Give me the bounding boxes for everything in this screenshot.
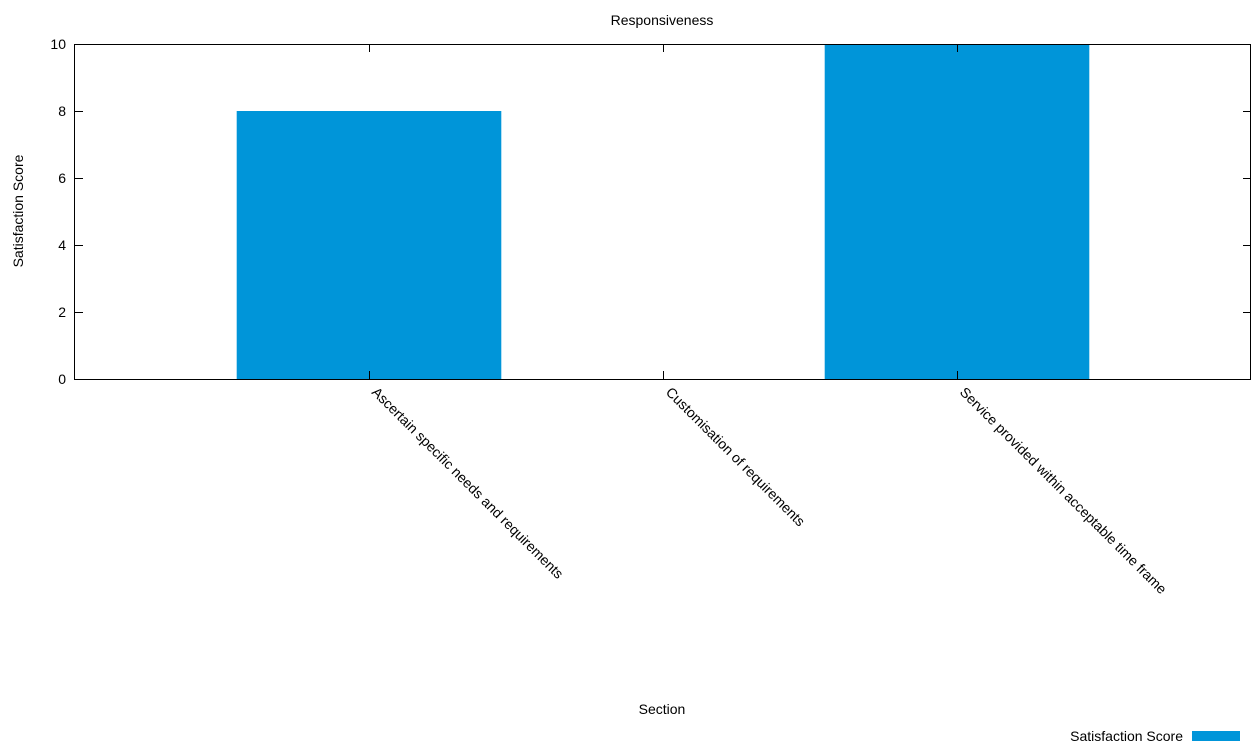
y-tick-label: 2 (58, 304, 66, 320)
x-axis-label: Section (639, 701, 686, 717)
y-tick-label: 6 (58, 170, 66, 186)
y-tick-label: 4 (58, 237, 66, 253)
legend-swatch (1192, 731, 1240, 741)
bar-3 (824, 44, 1090, 379)
legend-label: Satisfaction Score (1070, 728, 1183, 744)
chart-title: Responsiveness (611, 12, 714, 28)
bars (236, 44, 1090, 379)
y-tick-label: 0 (58, 371, 66, 387)
y-tick-label: 8 (58, 103, 66, 119)
y-axis-label: Satisfaction Score (10, 154, 26, 267)
x-tick-label: Customisation of requirements (663, 384, 809, 530)
bar-1 (236, 111, 502, 379)
x-tick-label: Ascertain specific needs and requirement… (369, 384, 567, 582)
legend: Satisfaction Score (1070, 728, 1240, 744)
y-tick-label: 10 (50, 36, 66, 52)
x-tick-label: Service provided within acceptable time … (957, 384, 1170, 597)
